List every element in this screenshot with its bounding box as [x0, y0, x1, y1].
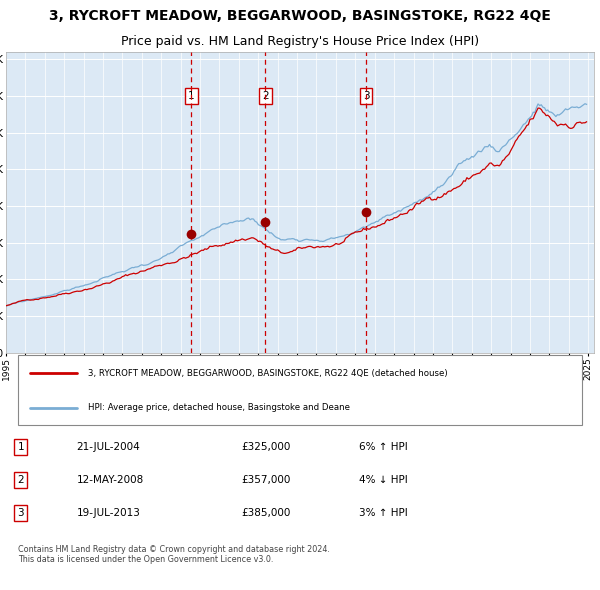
- Text: 3: 3: [17, 509, 24, 519]
- Text: 2: 2: [17, 475, 24, 485]
- Text: 1: 1: [17, 442, 24, 452]
- Text: HPI: Average price, detached house, Basingstoke and Deane: HPI: Average price, detached house, Basi…: [88, 403, 350, 412]
- Text: £357,000: £357,000: [241, 475, 290, 485]
- Text: 3: 3: [363, 91, 370, 101]
- Text: 2: 2: [262, 91, 269, 101]
- Text: 4% ↓ HPI: 4% ↓ HPI: [359, 475, 407, 485]
- Text: 12-MAY-2008: 12-MAY-2008: [77, 475, 144, 485]
- FancyBboxPatch shape: [18, 355, 582, 425]
- Text: 3, RYCROFT MEADOW, BEGGARWOOD, BASINGSTOKE, RG22 4QE (detached house): 3, RYCROFT MEADOW, BEGGARWOOD, BASINGSTO…: [88, 369, 448, 378]
- Text: 1: 1: [188, 91, 195, 101]
- Text: Price paid vs. HM Land Registry's House Price Index (HPI): Price paid vs. HM Land Registry's House …: [121, 35, 479, 48]
- Text: 3% ↑ HPI: 3% ↑ HPI: [359, 509, 407, 519]
- Text: 21-JUL-2004: 21-JUL-2004: [77, 442, 140, 452]
- Text: 6% ↑ HPI: 6% ↑ HPI: [359, 442, 407, 452]
- Text: 3, RYCROFT MEADOW, BEGGARWOOD, BASINGSTOKE, RG22 4QE: 3, RYCROFT MEADOW, BEGGARWOOD, BASINGSTO…: [49, 9, 551, 23]
- Text: £385,000: £385,000: [241, 509, 290, 519]
- Text: 19-JUL-2013: 19-JUL-2013: [77, 509, 140, 519]
- Text: Contains HM Land Registry data © Crown copyright and database right 2024.
This d: Contains HM Land Registry data © Crown c…: [18, 545, 329, 565]
- Text: £325,000: £325,000: [241, 442, 290, 452]
